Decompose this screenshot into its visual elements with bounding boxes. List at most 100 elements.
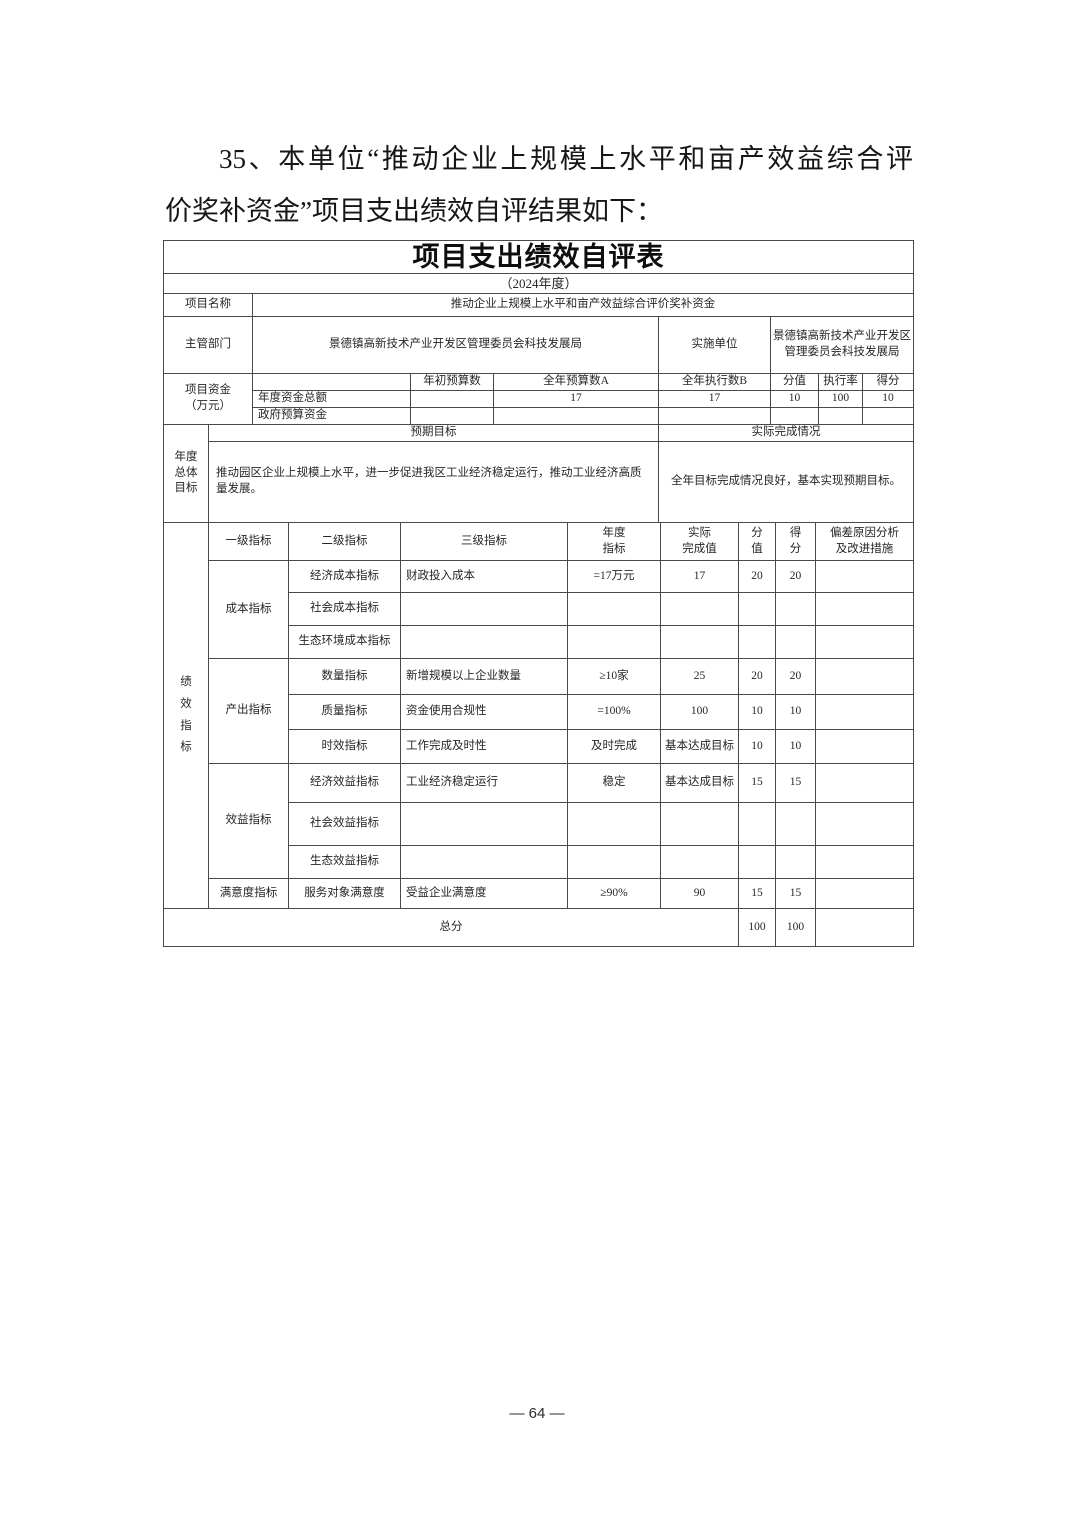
- funds-header-exec-rate: 执行率: [819, 374, 863, 391]
- cell-actual: 25: [661, 659, 739, 695]
- cell-points: 10: [739, 695, 776, 730]
- cell-annual: =100%: [568, 695, 661, 730]
- intro-paragraph: 35、本单位“推动企业上规模上水平和亩产效益综合评 价奖补资金”项目支出绩效自评…: [165, 133, 913, 237]
- header-level1: 一级指标: [209, 523, 289, 561]
- cell-deviation: [816, 803, 914, 846]
- cell-actual: 17: [661, 561, 739, 593]
- cell-deviation: [816, 561, 914, 593]
- funds-header-annual-budget-a: 全年预算数A: [494, 374, 659, 391]
- intro-line-2: 价奖补资金”项目支出绩效自评结果如下：: [165, 196, 663, 226]
- total-deviation: [816, 909, 914, 947]
- funds-row-total-budget-a: 17: [494, 391, 659, 408]
- funds-header-points: 分值: [771, 374, 819, 391]
- cell-points: [739, 803, 776, 846]
- cell-level3: [401, 846, 568, 879]
- cell-level2: 时效指标: [289, 730, 401, 764]
- total-points: 100: [739, 909, 776, 947]
- total-row: 总分 100 100: [164, 909, 914, 947]
- cell-deviation: [816, 695, 914, 730]
- group-cost: 成本指标 经济成本指标 财政投入成本 =17万元 17 20 20 社会成: [209, 561, 914, 659]
- cell-deviation: [816, 730, 914, 764]
- cell-actual: 基本达成目标: [661, 764, 739, 803]
- cell-level2: 经济效益指标: [289, 764, 401, 803]
- cell-actual: 基本达成目标: [661, 730, 739, 764]
- indicator-row: 生态效益指标: [289, 846, 914, 879]
- indicator-row: 数量指标 新增规模以上企业数量 ≥10家 25 20 20: [289, 659, 914, 695]
- indicator-row: 社会效益指标: [289, 803, 914, 846]
- funds-row-gov-label: 政府预算资金: [253, 408, 411, 425]
- funds-row-total: 年度资金总额 17 17 10 100 10: [253, 391, 914, 408]
- cell-level3: 工作完成及时性: [401, 730, 568, 764]
- header-level2: 二级指标: [289, 523, 401, 561]
- cell-score: 10: [776, 695, 816, 730]
- funds-row-gov-score: [863, 408, 914, 425]
- funds-row-total-exec-rate: 100: [819, 391, 863, 408]
- indicator-row: 质量指标 资金使用合规性 =100% 100 10 10: [289, 695, 914, 730]
- cell-score: [776, 593, 816, 626]
- cell-level2: 经济成本指标: [289, 561, 401, 593]
- cell-annual: [568, 626, 661, 659]
- group-output: 产出指标 数量指标 新增规模以上企业数量 ≥10家 25 20 20 质量: [209, 659, 914, 764]
- project-name-value: 推动企业上规模上水平和亩产效益综合评价奖补资金: [253, 294, 914, 317]
- funds-row-total-points: 10: [771, 391, 819, 408]
- funds-row-total-score: 10: [863, 391, 914, 408]
- page-number: — 64 —: [509, 1405, 565, 1422]
- cell-deviation: [816, 846, 914, 879]
- cell-actual: [661, 846, 739, 879]
- satisfaction-points: 15: [739, 879, 776, 909]
- cell-annual: [568, 593, 661, 626]
- cell-annual: 及时完成: [568, 730, 661, 764]
- group-output-label: 产出指标: [209, 659, 289, 764]
- group-benefit-label: 效益指标: [209, 764, 289, 879]
- group-benefit: 效益指标 经济效益指标 工业经济稳定运行 稳定 基本达成目标 15 15: [209, 764, 914, 879]
- funds-row-gov-exec-rate: [819, 408, 863, 425]
- cell-annual: [568, 803, 661, 846]
- cell-level2: 生态环境成本指标: [289, 626, 401, 659]
- cell-level2: 数量指标: [289, 659, 401, 695]
- table-year: （2024年度）: [164, 274, 914, 294]
- cell-points: 15: [739, 764, 776, 803]
- cell-level3: [401, 803, 568, 846]
- funds-row-gov-initial: [411, 408, 494, 425]
- cell-annual: 稳定: [568, 764, 661, 803]
- cell-annual: ≥10家: [568, 659, 661, 695]
- goal-expected-header: 预期目标: [209, 425, 659, 442]
- cell-level3: 资金使用合规性: [401, 695, 568, 730]
- cell-actual: [661, 626, 739, 659]
- indicators-section: 绩 效 指 标 一级指标 二级指标 三级指标 年度 指标 实际 完成值 分 值 …: [164, 523, 914, 909]
- funds-label: 项目资金 （万元）: [164, 374, 253, 425]
- performance-self-evaluation-table: 项目支出绩效自评表 （2024年度） 项目名称 推动企业上规模上水平和亩产效益综…: [163, 240, 914, 947]
- cell-level2: 生态效益指标: [289, 846, 401, 879]
- annual-goal-section: 年度 总体 目标 预期目标 实际完成情况 推动园区企业上规模上水平，进一步促进我…: [164, 425, 914, 523]
- indicators-side-label: 绩 效 指 标: [164, 523, 209, 909]
- funds-row-gov-exec-b: [659, 408, 771, 425]
- satisfaction-score: 15: [776, 879, 816, 909]
- department-value: 景德镇高新技术产业开发区管理委员会科技发展局: [253, 317, 659, 374]
- funds-row-gov: 政府预算资金: [253, 408, 914, 425]
- funds-section: 项目资金 （万元） 年初预算数 全年预算数A 全年执行数B 分值 执行率 得分 …: [164, 374, 914, 425]
- cell-deviation: [816, 626, 914, 659]
- satisfaction-level1: 满意度指标: [209, 879, 289, 909]
- satisfaction-row: 满意度指标 服务对象满意度 受益企业满意度 ≥90% 90 15 15: [209, 879, 914, 909]
- cell-actual: [661, 593, 739, 626]
- annual-goal-label: 年度 总体 目标: [164, 425, 209, 523]
- department-label: 主管部门: [164, 317, 253, 374]
- funds-row-gov-budget-a: [494, 408, 659, 425]
- cell-level2: 质量指标: [289, 695, 401, 730]
- cell-score: [776, 803, 816, 846]
- group-cost-label: 成本指标: [209, 561, 289, 659]
- cell-points: [739, 593, 776, 626]
- indicator-row: 经济成本指标 财政投入成本 =17万元 17 20 20: [289, 561, 914, 593]
- cell-score: 15: [776, 764, 816, 803]
- header-actual-value: 实际 完成值: [661, 523, 739, 561]
- satisfaction-annual: ≥90%: [568, 879, 661, 909]
- satisfaction-level2: 服务对象满意度: [289, 879, 401, 909]
- funds-row-total-exec-b: 17: [659, 391, 771, 408]
- cell-deviation: [816, 659, 914, 695]
- cell-points: [739, 626, 776, 659]
- project-name-label: 项目名称: [164, 294, 253, 317]
- implementing-unit-label: 实施单位: [659, 317, 771, 374]
- cell-level3: 新增规模以上企业数量: [401, 659, 568, 695]
- cell-annual: [568, 846, 661, 879]
- goal-expected-text: 推动园区企业上规模上水平，进一步促进我区工业经济稳定运行，推动工业经济高质量发展…: [209, 442, 659, 523]
